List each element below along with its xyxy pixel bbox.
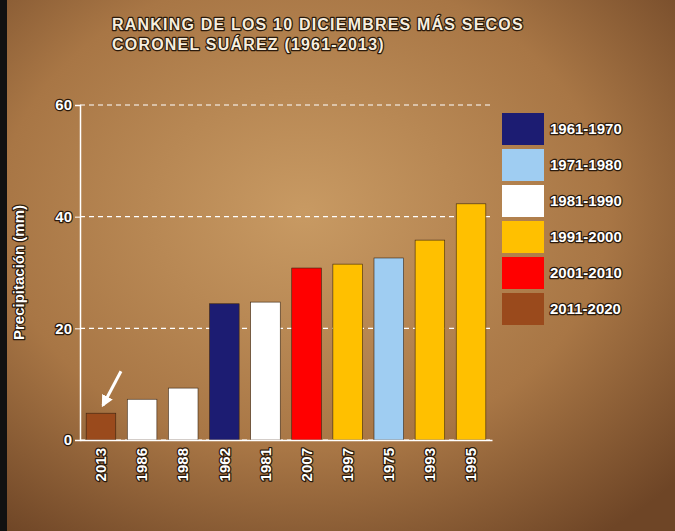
x-tick-label: 1981 bbox=[257, 448, 274, 481]
border bbox=[0, 0, 7, 531]
x-tick-label: 1962 bbox=[216, 448, 233, 481]
legend-label: 1971-1980 bbox=[550, 156, 622, 173]
x-tick: 1997 bbox=[339, 440, 356, 481]
x-tick-label: 2007 bbox=[298, 448, 315, 481]
legend-label: 1961-1970 bbox=[550, 120, 622, 137]
bar bbox=[292, 268, 322, 440]
x-tick: 1993 bbox=[421, 440, 438, 481]
grid bbox=[80, 105, 492, 440]
bar bbox=[456, 204, 486, 440]
grid-line bbox=[80, 216, 492, 217]
x-tick-label: 1995 bbox=[462, 448, 479, 481]
legend-label: 1981-1990 bbox=[550, 192, 622, 209]
x-tick-label: 1993 bbox=[421, 448, 438, 481]
x-tick-label: 1997 bbox=[339, 448, 356, 481]
x-tick: 1981 bbox=[257, 440, 274, 481]
y-tick-mark bbox=[75, 328, 80, 329]
bar bbox=[415, 240, 445, 440]
y-tick-label: 40 bbox=[55, 208, 72, 225]
bar bbox=[168, 388, 198, 440]
y-tick-label: 0 bbox=[64, 431, 72, 448]
legend-swatch bbox=[502, 113, 544, 145]
bar bbox=[374, 258, 404, 440]
chart: 0 20 40 60 2013 1986 1988 1962 1981 2007 1997 1975 1… bbox=[0, 0, 675, 531]
legend-swatch bbox=[502, 257, 544, 289]
x-tick: 1975 bbox=[380, 440, 397, 481]
x-tick: 2007 bbox=[298, 440, 315, 481]
x-tick-label: 1975 bbox=[380, 448, 397, 481]
x-tick: 1988 bbox=[174, 440, 191, 481]
y-tick: 60 bbox=[55, 96, 80, 113]
y-axis: 0 20 40 60 bbox=[55, 96, 80, 448]
y-tick-mark bbox=[75, 217, 80, 218]
y-tick: 20 bbox=[55, 320, 80, 337]
y-tick: 40 bbox=[55, 208, 80, 225]
y-axis-line bbox=[75, 106, 81, 441]
x-tick-label: 2013 bbox=[92, 448, 109, 481]
title: RANKING DE LOS 10 DICIEMBRES MÁS SECOSCO… bbox=[112, 15, 524, 53]
y-axis-title: Precipitación (mm) bbox=[10, 205, 27, 340]
grid-line bbox=[80, 104, 492, 105]
bar bbox=[127, 399, 157, 440]
legend: 1961-1970 1971-1980 1981-1990 1991-2000 2001… bbox=[502, 113, 622, 325]
legend-label: 2001-2010 bbox=[550, 264, 622, 281]
legend-swatch bbox=[502, 149, 544, 181]
bars bbox=[86, 204, 486, 440]
y-tick-label: 60 bbox=[55, 96, 72, 113]
arrow bbox=[103, 371, 121, 405]
x-axis-line bbox=[81, 440, 493, 442]
x-tick: 2013 bbox=[92, 440, 109, 481]
y-tick-mark bbox=[75, 105, 80, 106]
legend-label: 2011-2020 bbox=[550, 300, 621, 317]
bar bbox=[210, 304, 240, 440]
x-tick: 1962 bbox=[216, 440, 233, 481]
y-tick-label: 20 bbox=[55, 320, 72, 337]
y-tick: 0 bbox=[64, 431, 80, 448]
bar bbox=[86, 413, 116, 440]
legend-label: 1991-2000 bbox=[550, 228, 622, 245]
x-axis: 2013 1986 1988 1962 1981 2007 1997 1975 1993 1995 bbox=[81, 440, 493, 481]
background bbox=[0, 0, 675, 531]
legend-swatch bbox=[502, 293, 544, 325]
x-tick-label: 1986 bbox=[133, 448, 150, 481]
x-tick: 1995 bbox=[462, 440, 479, 481]
bar bbox=[251, 302, 281, 440]
bar bbox=[333, 264, 363, 440]
legend-swatch bbox=[502, 221, 544, 253]
y-tick-mark bbox=[75, 440, 80, 441]
x-tick-label: 1988 bbox=[174, 448, 191, 481]
legend-swatch bbox=[502, 185, 544, 217]
x-tick: 1986 bbox=[133, 440, 150, 481]
